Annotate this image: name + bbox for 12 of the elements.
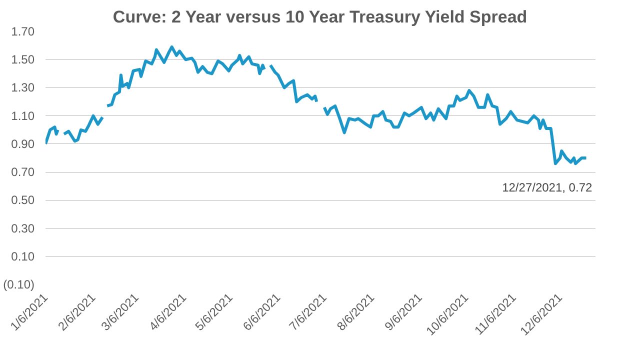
y-tick-label: 1.10 xyxy=(11,108,35,123)
y-tick-label: 0.90 xyxy=(11,136,35,151)
y-tick-label: 0.30 xyxy=(11,221,35,236)
y-tick-label: 1.70 xyxy=(11,24,35,38)
y-tick-label: 0.50 xyxy=(11,193,35,208)
y-tick-label: 0.70 xyxy=(11,165,35,180)
annotation: 12/27/2021, 0.72 xyxy=(502,180,592,194)
y-tick-label: (0.10) xyxy=(3,278,35,292)
chart-title: Curve: 2 Year versus 10 Year Treasury Yield Spread xyxy=(112,8,528,26)
y-tick-label: 1.30 xyxy=(11,80,35,95)
y-tick-label: 1.50 xyxy=(11,52,35,67)
y-tick-label: 0.10 xyxy=(11,249,35,264)
